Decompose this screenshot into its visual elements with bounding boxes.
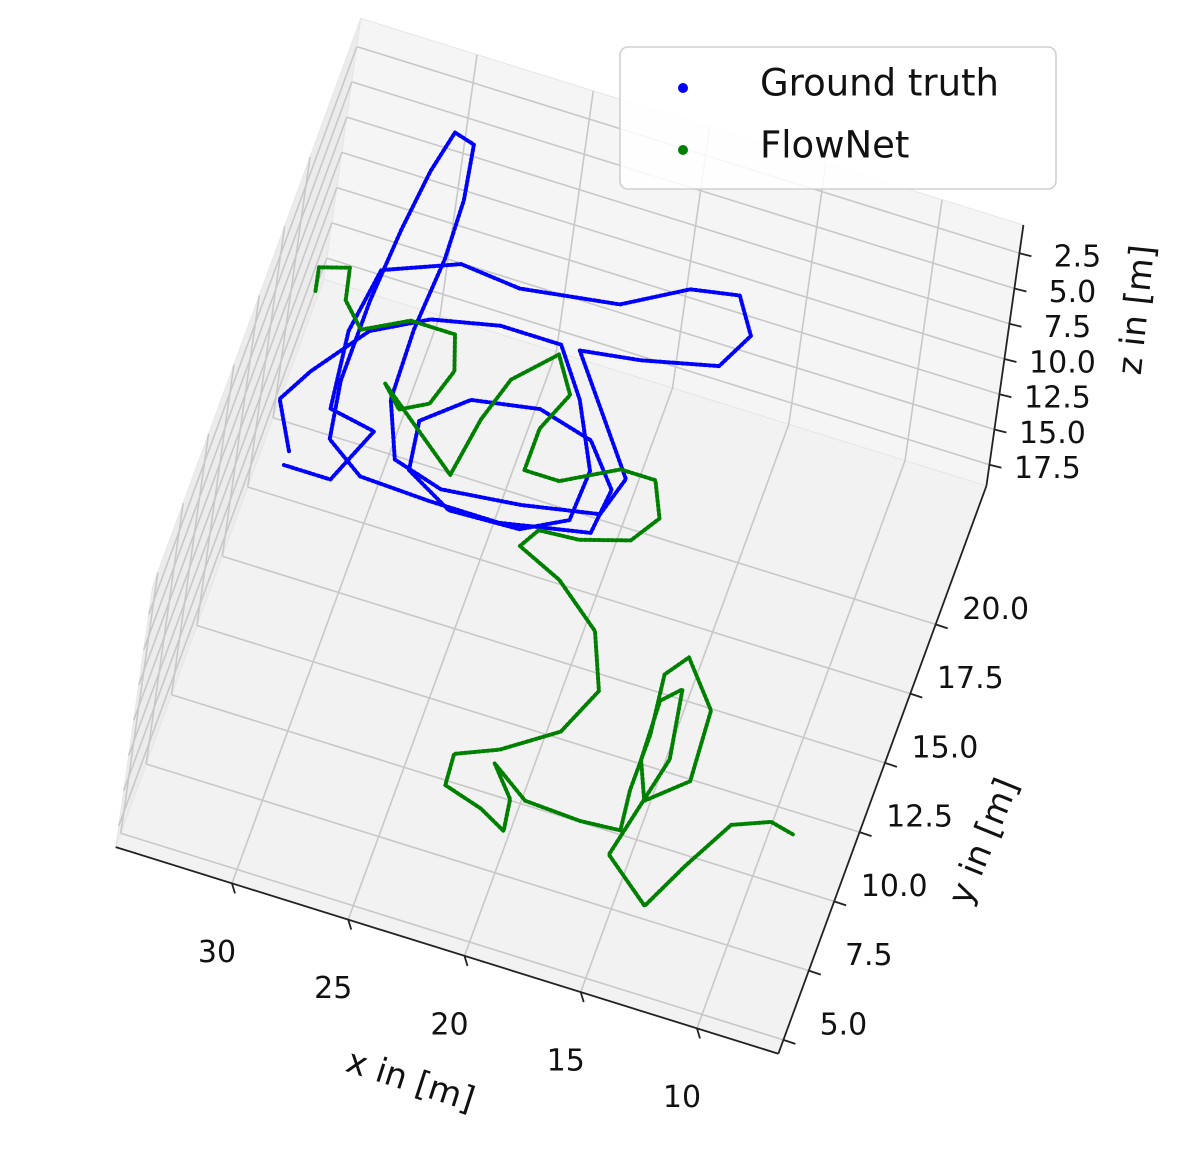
tick-mark: [1009, 322, 1022, 328]
grid-line: [147, 46, 358, 615]
grid-line: [439, 54, 478, 316]
grid-line: [904, 199, 943, 461]
grid-line: [171, 693, 835, 903]
z-tick-label: 10.0: [1029, 345, 1096, 380]
grid-line: [346, 116, 1010, 325]
axis-line: [985, 224, 1025, 487]
grid-line: [122, 222, 333, 791]
z-tick-label: 7.5: [1044, 310, 1092, 345]
x-tick-label: 15: [547, 1044, 585, 1079]
y-tick-label: 10.0: [861, 869, 928, 904]
grid-line: [132, 152, 343, 721]
grid-line: [137, 116, 348, 686]
tick-mark: [884, 762, 898, 768]
grid-line: [579, 423, 790, 993]
tick-mark: [1004, 358, 1017, 363]
tick-mark: [999, 393, 1012, 399]
grid-line: [555, 90, 595, 352]
legend-box: [619, 46, 1057, 190]
x-tick-label: 25: [314, 971, 352, 1006]
tick-mark: [935, 623, 948, 630]
tick-mark: [808, 969, 822, 976]
tick-mark: [859, 831, 872, 837]
z-axis-title: z in [m]: [1110, 243, 1163, 377]
y-tick-label: 7.5: [845, 938, 893, 973]
grid-line: [127, 187, 338, 756]
grid-line: [222, 555, 886, 764]
z-tick-label: 15.0: [1019, 416, 1086, 451]
grid-line: [120, 832, 784, 1041]
y-tick-label: 15.0: [912, 730, 979, 765]
x-tick-label: 30: [198, 935, 236, 970]
trajectory: [277, 130, 753, 535]
x-tick-label: 20: [430, 1007, 468, 1042]
grid-line: [272, 416, 936, 626]
z-tick-label: 5.0: [1049, 275, 1097, 310]
grid-line: [336, 186, 1000, 395]
grid-line: [341, 151, 1005, 360]
grid-line: [117, 257, 328, 827]
x-axis-title: x in [m]: [341, 1041, 479, 1120]
tick-mark: [231, 883, 236, 894]
legend-marker: [678, 83, 688, 93]
trajectory: [313, 265, 797, 908]
grid-line: [331, 222, 995, 431]
tick-mark: [833, 900, 847, 907]
tick-mark: [696, 1028, 701, 1039]
grid-line: [347, 351, 558, 920]
legend-marker: [678, 145, 688, 155]
grid-line: [463, 387, 674, 957]
axis-line: [777, 485, 988, 1055]
axis-line: [115, 846, 779, 1055]
tick-mark: [994, 428, 1007, 434]
grid-line: [788, 163, 827, 425]
legend: Ground truth FlowNet: [619, 46, 1057, 190]
tick-mark: [783, 1039, 796, 1045]
tick-mark: [1014, 287, 1027, 293]
y-tick-label: 12.5: [886, 800, 953, 835]
tick-mark: [579, 991, 585, 1003]
y-tick-label: 20.0: [962, 592, 1029, 627]
y-tick-label: 5.0: [820, 1007, 868, 1042]
y-axis-title: y in [m]: [940, 773, 1027, 911]
grid-line: [696, 460, 906, 1029]
tick-mark: [347, 919, 353, 930]
legend-text: Ground truth: [760, 62, 999, 105]
y-tick-label: 17.5: [937, 661, 1004, 696]
z-tick-label: 12.5: [1024, 381, 1091, 416]
tick-mark: [463, 955, 469, 967]
tick-mark: [1019, 252, 1032, 258]
grid-line: [142, 81, 353, 650]
grid-line: [196, 624, 860, 833]
grid-line: [145, 763, 810, 972]
tick-mark: [989, 463, 1002, 469]
z-tick-label: 2.5: [1054, 240, 1102, 275]
tick-mark: [910, 692, 923, 699]
legend-text: FlowNet: [760, 124, 909, 167]
grid-line: [247, 486, 911, 695]
z-tick-label: 17.5: [1014, 451, 1081, 486]
x-tick-label: 10: [663, 1080, 701, 1115]
